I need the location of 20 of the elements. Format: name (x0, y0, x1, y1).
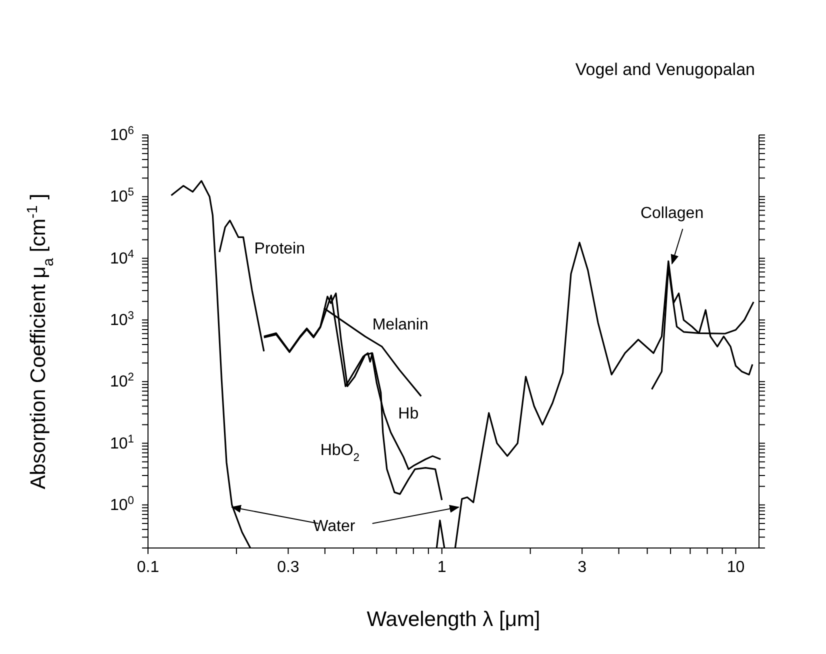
series-label: Hb (398, 406, 419, 423)
text: Vogel and Venugopalan (575, 60, 755, 79)
series-label: Protein (254, 240, 306, 258)
y-tick-label: 10$^{5}$ (110, 186, 134, 206)
x-tick-label: 3 (578, 559, 587, 576)
text: Collagen (640, 205, 704, 222)
series-label: HbO$_{2}$ (320, 442, 360, 464)
y-tick-label: 10$^{4}$ (110, 248, 134, 268)
y-tick-label: 10$^{6}$ (110, 125, 134, 144)
y-tick-label: 10$^{1}$ (110, 433, 134, 452)
y-tick-label: 10$^{0}$ (110, 494, 134, 514)
x-tick-label: 0.3 (277, 559, 300, 576)
y-tick-label: 10$^{3}$ (110, 310, 134, 329)
x-tick-label: 1 (437, 559, 446, 576)
text: Water (313, 518, 356, 535)
x-tick-label: 10 (726, 559, 745, 576)
x-tick-label: 0.1 (136, 559, 160, 576)
x-axis-title: Wavelength λ [μm] (366, 608, 540, 631)
series-label: Melanin (372, 316, 428, 334)
y-tick-label: 10$^{2}$ (110, 372, 134, 391)
